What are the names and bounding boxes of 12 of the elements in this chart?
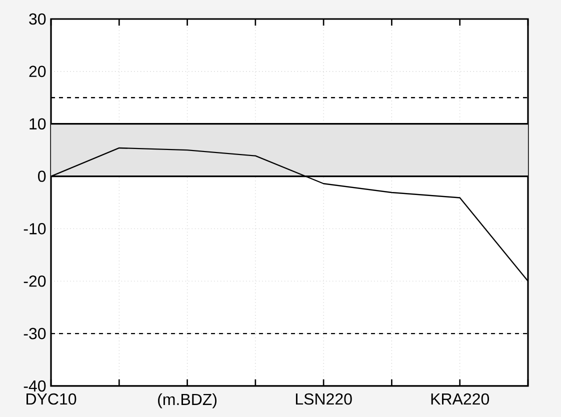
y-tick-label: 10 [30,118,46,130]
y-tick-label: 20 [29,66,46,78]
y-tick-label: 0 [38,170,46,182]
y-tick-label: 30 [29,13,46,25]
x-tick-label: KRA220 [431,393,490,405]
y-tick-label: -10 [24,223,46,234]
x-tick-label: DYC10 [26,393,76,405]
x-tick-label: (m.BDZ) [158,393,217,408]
x-tick-label: LSN220 [296,393,352,405]
y-tick-label: -20 [24,275,46,287]
y-tick-label: -30 [24,328,46,340]
y-tick-label: -40 [24,380,46,392]
